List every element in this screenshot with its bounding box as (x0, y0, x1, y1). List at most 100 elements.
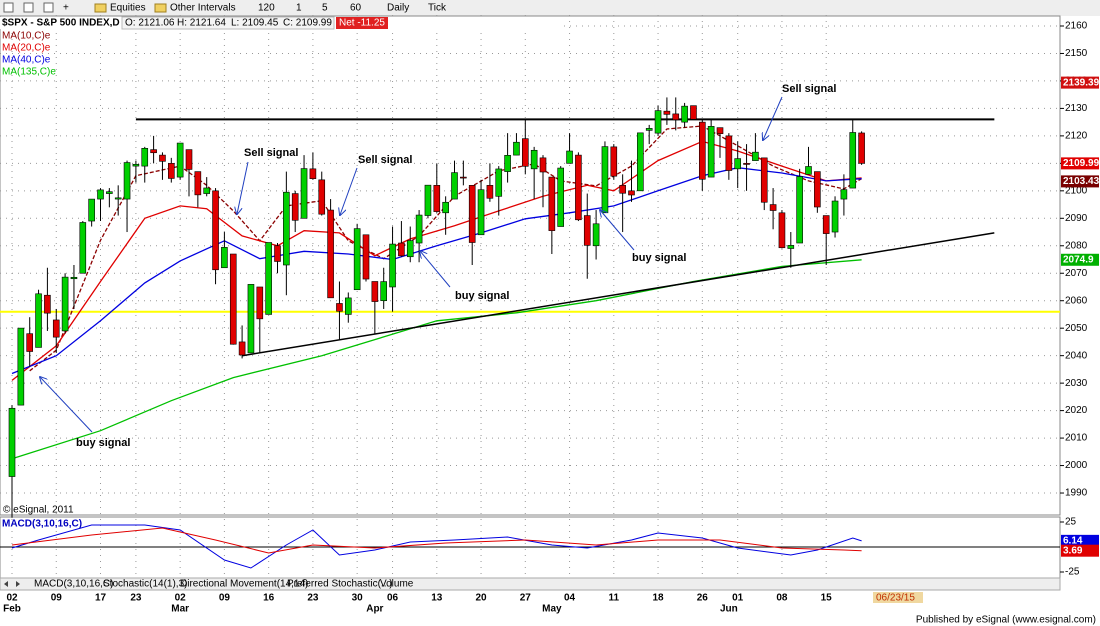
candle-body (760, 157, 768, 203)
moving-average-line (29, 125, 862, 372)
candle-body (150, 149, 157, 154)
arrow (40, 377, 93, 433)
y-tick-label: 2150 (1065, 48, 1088, 59)
month-label: Apr (366, 604, 383, 615)
icon[interactable] (94, 3, 107, 13)
copyright: © eSignal, 2011 (3, 505, 74, 516)
candle-body (380, 281, 388, 302)
candle-body (548, 176, 556, 231)
grid (0, 15, 1064, 578)
candle-body (17, 327, 25, 406)
candle-body (353, 228, 361, 291)
tab[interactable]: Stochastic(14(1),3) (103, 579, 187, 590)
candle-body (858, 132, 865, 164)
tab[interactable]: Preferred Stochastic(...) (287, 579, 393, 590)
footer: Published by eSignal (www.esignal.com) (916, 615, 1096, 626)
legend-entry: MA(10,C)e (2, 31, 51, 42)
month-label: Mar (171, 604, 189, 615)
x-tick-label: 16 (263, 593, 275, 604)
candle-body (159, 154, 166, 162)
x-tick-label: 02 (175, 593, 187, 604)
icon[interactable] (23, 2, 34, 13)
date-box (873, 592, 923, 603)
tab[interactable]: Volume (380, 579, 414, 590)
candle-body (26, 333, 34, 352)
ohlc-open: O: 2121.06 (125, 18, 175, 29)
candle-body (840, 189, 848, 200)
candle-body (362, 234, 370, 280)
candle-body (442, 201, 449, 214)
toolbar-button[interactable]: 60 (350, 3, 362, 14)
icon[interactable] (154, 3, 167, 13)
x-tick-label: 11 (609, 593, 620, 604)
x-tick-label: 27 (520, 593, 532, 604)
candle-body (52, 319, 60, 338)
y-tick-label: 2160 (1065, 21, 1088, 32)
macd-tag-label: 3.69 (1063, 545, 1083, 556)
candle-body (769, 204, 777, 211)
candle-body (212, 190, 219, 271)
macd-tag (1061, 534, 1099, 547)
arrow (237, 161, 249, 214)
arrow (340, 167, 358, 215)
arrow (600, 210, 635, 251)
y-tick-label: 2020 (1065, 405, 1088, 416)
candle-body (132, 163, 140, 167)
y-tick-label: 1990 (1065, 488, 1088, 499)
date-box-text: 06/23/15 (876, 593, 915, 604)
candle-body (114, 197, 122, 200)
icon[interactable]: + (63, 3, 69, 14)
candle-body (778, 212, 786, 249)
macd-line (11, 524, 862, 569)
macd-title: MACD(3,10,16,C) (2, 519, 82, 530)
tab-scroll[interactable] (4, 581, 20, 587)
arrow (763, 96, 783, 140)
ohlc-high: H: 2121.64 (177, 18, 226, 29)
legend-entry: MA(20,C)e (2, 43, 51, 54)
toolbar-button[interactable]: Tick (428, 3, 447, 14)
toolbar-button[interactable]: 120 (258, 3, 275, 14)
icon[interactable] (43, 2, 54, 13)
x-tick-label: 18 (652, 593, 664, 604)
candle-body (61, 276, 69, 332)
candle-body (725, 135, 733, 171)
candle-body (336, 303, 343, 312)
candle-body (371, 281, 379, 302)
candle-body (389, 243, 396, 288)
toolbar-button[interactable]: 1 (296, 3, 302, 14)
candle-body (619, 185, 626, 194)
toolbar-button[interactable]: Other Intervals (170, 3, 236, 14)
candle-body (637, 132, 644, 192)
candle-body (451, 172, 458, 200)
candle-body (79, 222, 87, 274)
y-tick-label: 2000 (1065, 460, 1088, 471)
candle-body (690, 105, 697, 120)
price-tag-label: 2109.99 (1063, 158, 1100, 169)
candle-body (415, 214, 423, 244)
candle-body (796, 176, 803, 244)
tab[interactable]: MACD(3,10,16,C) (34, 579, 113, 590)
candle-body (344, 297, 352, 315)
x-tick-label: 23 (130, 593, 142, 604)
x-tick-label: 09 (219, 593, 231, 604)
candle-body (106, 191, 113, 194)
x-tick-label: 30 (352, 593, 364, 604)
annotation: Sell signal (358, 154, 412, 166)
toolbar-button[interactable]: Daily (387, 3, 409, 14)
candle-body (283, 191, 290, 266)
candle-body (176, 142, 184, 178)
candle-body (238, 341, 246, 356)
ohlc-low: L: 2109.45 (231, 18, 279, 29)
month-label: Jun (720, 604, 738, 615)
icon[interactable] (3, 2, 14, 13)
toolbar-button[interactable]: Equities (110, 3, 146, 14)
annotation: Sell signal (782, 83, 836, 95)
candle-body (291, 193, 299, 221)
y-tick-label: 2010 (1065, 433, 1088, 444)
net-box (336, 17, 388, 29)
toolbar-button[interactable]: 5 (322, 3, 328, 14)
candle-body (575, 154, 582, 221)
tab[interactable]: Directional Movement(14,14) (180, 579, 308, 590)
x-tick-label: 17 (95, 593, 107, 604)
